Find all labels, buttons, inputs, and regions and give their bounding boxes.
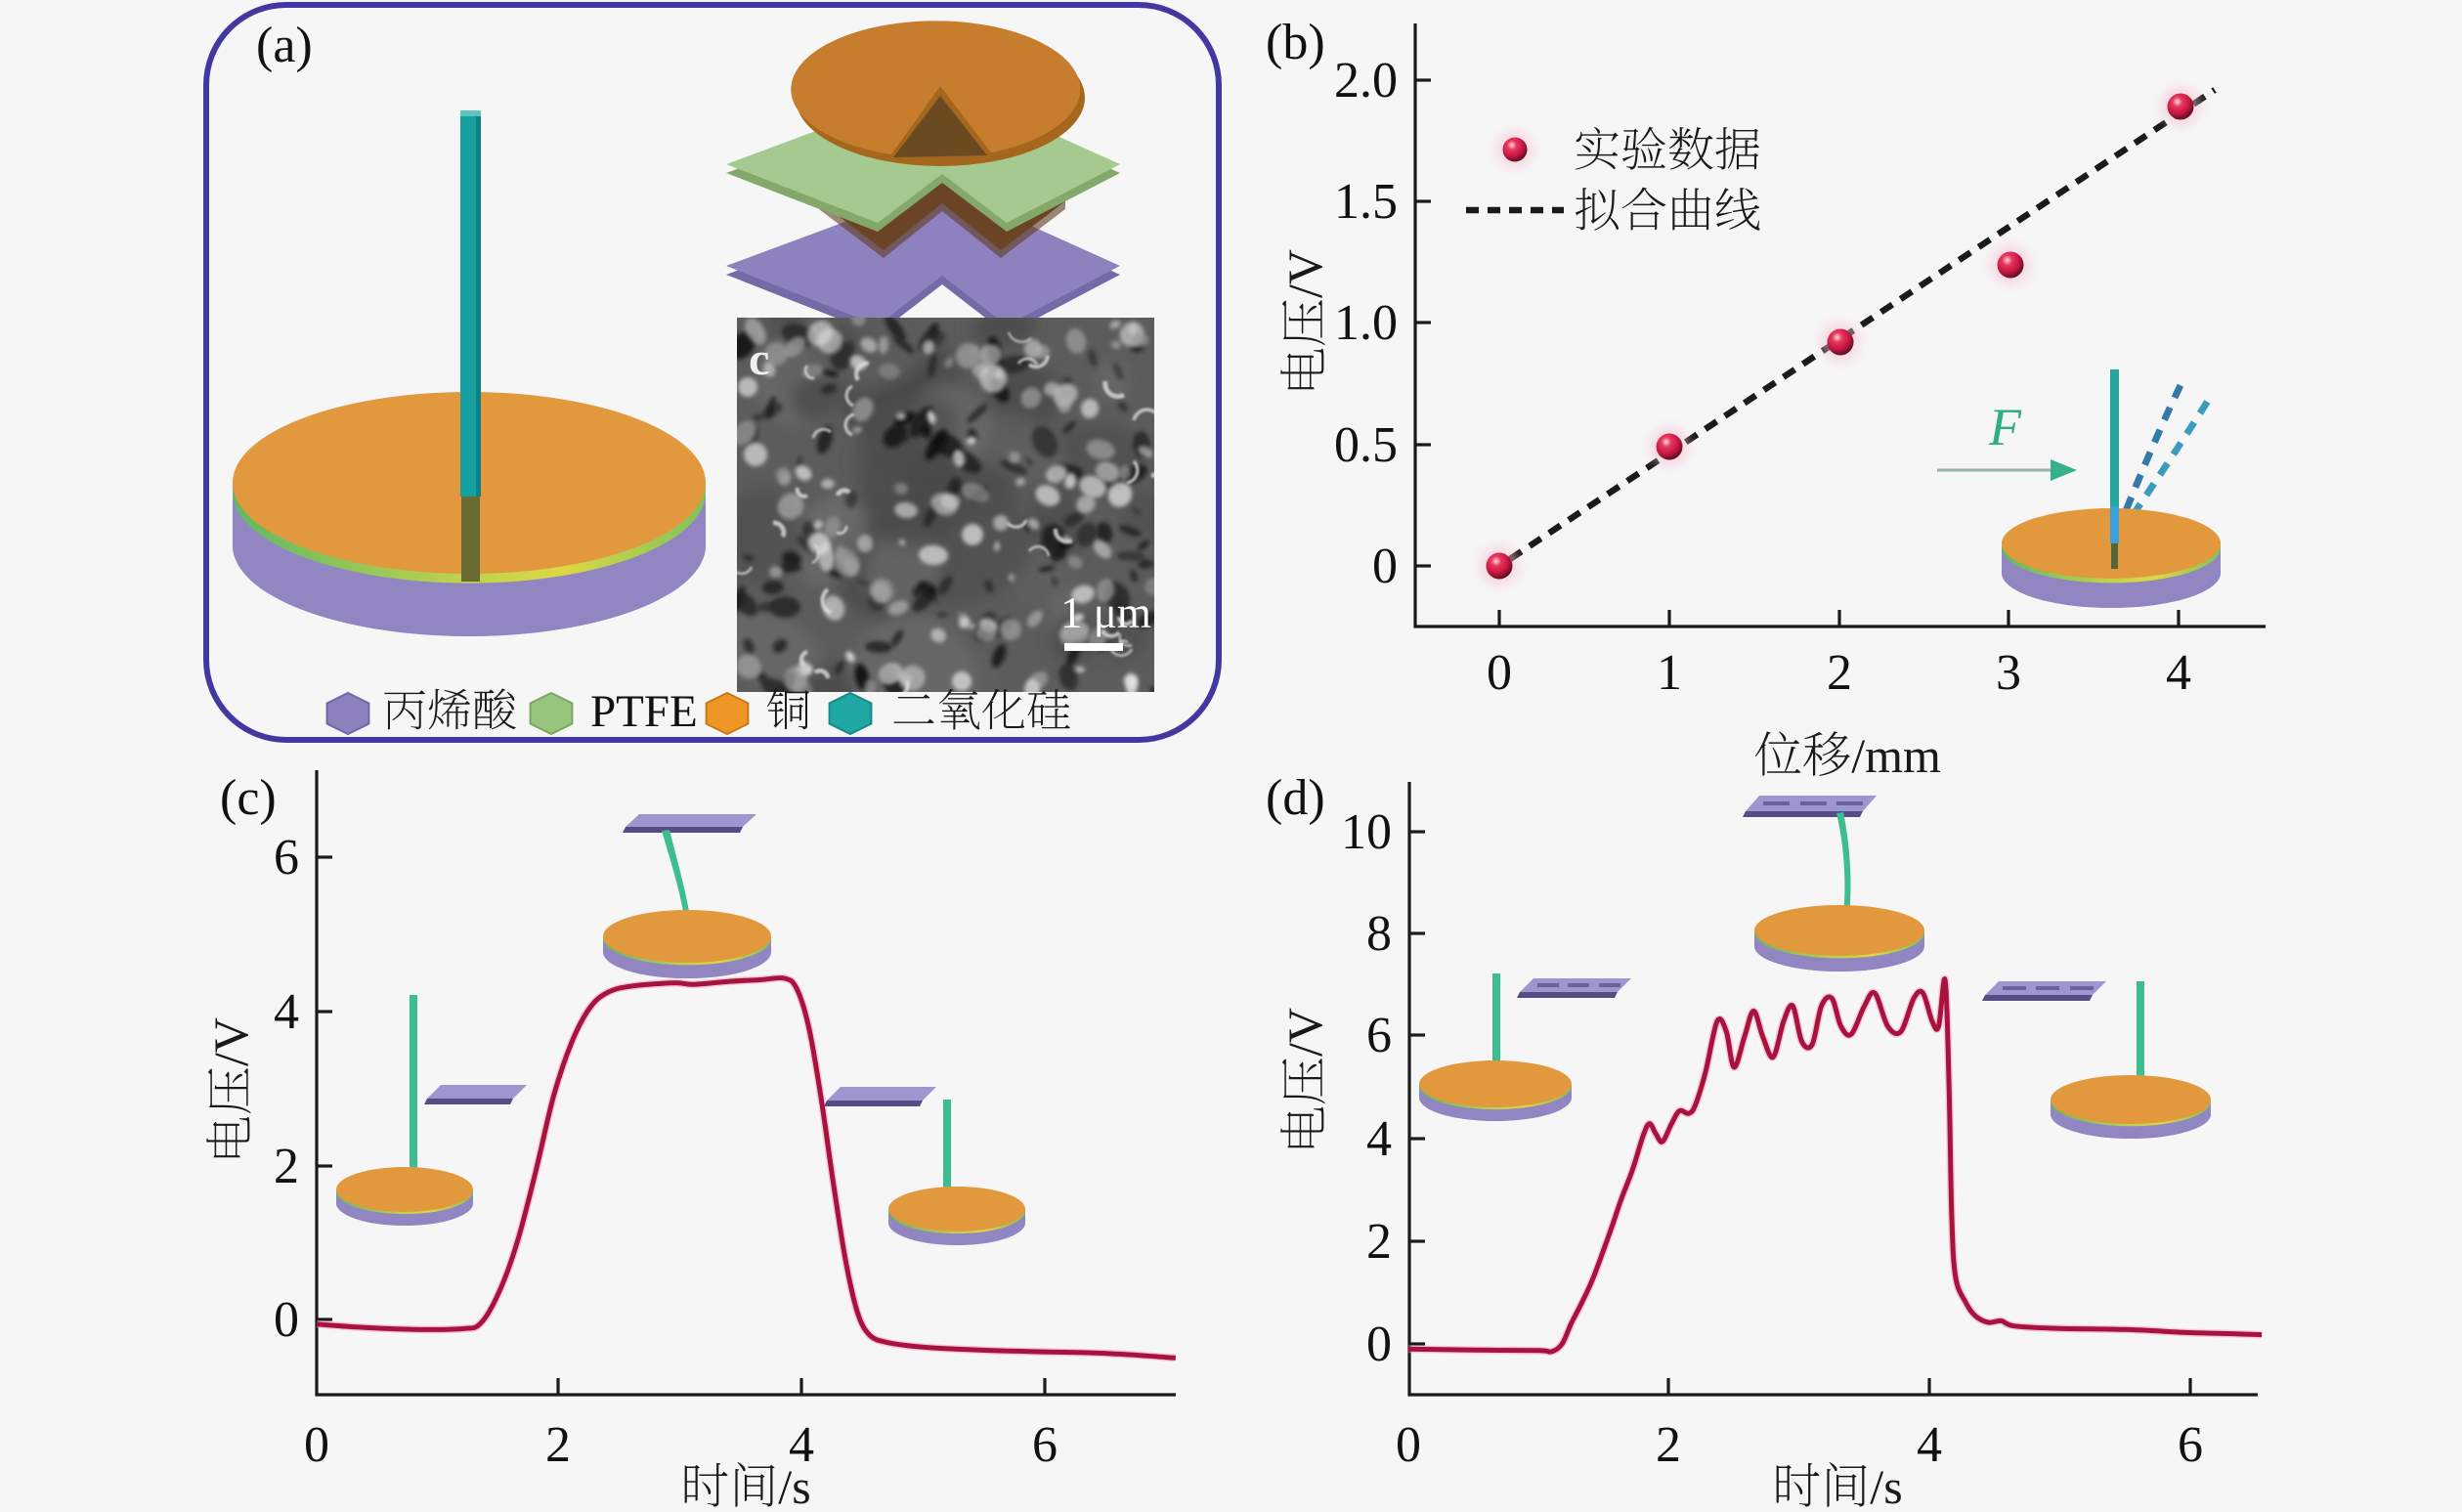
- svg-text:4: 4: [2166, 645, 2191, 701]
- svg-text:1 μm: 1 μm: [1060, 588, 1151, 637]
- svg-text:6: 6: [274, 830, 299, 886]
- svg-text:(d): (d): [1266, 770, 1325, 826]
- svg-text:PTFE: PTFE: [590, 686, 698, 737]
- svg-text:0: 0: [1372, 539, 1398, 594]
- svg-text:6: 6: [2178, 1417, 2203, 1473]
- svg-text:2.0: 2.0: [1334, 53, 1398, 108]
- svg-text:4: 4: [1917, 1417, 1942, 1473]
- svg-text:6: 6: [1032, 1417, 1058, 1473]
- svg-text:(a): (a): [256, 18, 313, 73]
- svg-text:/mm: /mm: [1851, 728, 1941, 783]
- svg-text:c: c: [749, 333, 769, 385]
- svg-text:(c): (c): [220, 770, 277, 826]
- svg-text:4: 4: [274, 984, 299, 1040]
- svg-text:/V: /V: [203, 1017, 258, 1066]
- svg-text:/V: /V: [1277, 1008, 1332, 1057]
- svg-text:0: 0: [1366, 1317, 1392, 1372]
- svg-text:4: 4: [789, 1417, 814, 1473]
- svg-text:4: 4: [1366, 1111, 1392, 1167]
- svg-text:0: 0: [1396, 1417, 1421, 1473]
- svg-text:2: 2: [1827, 645, 1852, 701]
- svg-text:/V: /V: [1277, 249, 1332, 298]
- svg-text:2: 2: [1656, 1417, 1681, 1473]
- svg-text:/s: /s: [778, 1459, 810, 1512]
- svg-text:1.0: 1.0: [1334, 295, 1398, 351]
- svg-text:0: 0: [274, 1292, 299, 1348]
- svg-text:2: 2: [274, 1139, 299, 1194]
- svg-text:2: 2: [545, 1417, 571, 1473]
- svg-text:0: 0: [304, 1417, 329, 1473]
- svg-text:10: 10: [1341, 804, 1392, 860]
- svg-text:0: 0: [1487, 645, 1512, 701]
- svg-text:6: 6: [1366, 1008, 1392, 1063]
- svg-text:3: 3: [1996, 645, 2021, 701]
- svg-text:/s: /s: [1870, 1459, 1902, 1512]
- svg-text:8: 8: [1366, 906, 1392, 962]
- svg-text:1: 1: [1657, 645, 1682, 701]
- svg-text:2: 2: [1366, 1214, 1392, 1270]
- svg-text:0.5: 0.5: [1334, 417, 1398, 473]
- svg-text:(b): (b): [1266, 15, 1325, 70]
- svg-text:1.5: 1.5: [1334, 174, 1398, 230]
- svg-text:F: F: [1988, 398, 2022, 456]
